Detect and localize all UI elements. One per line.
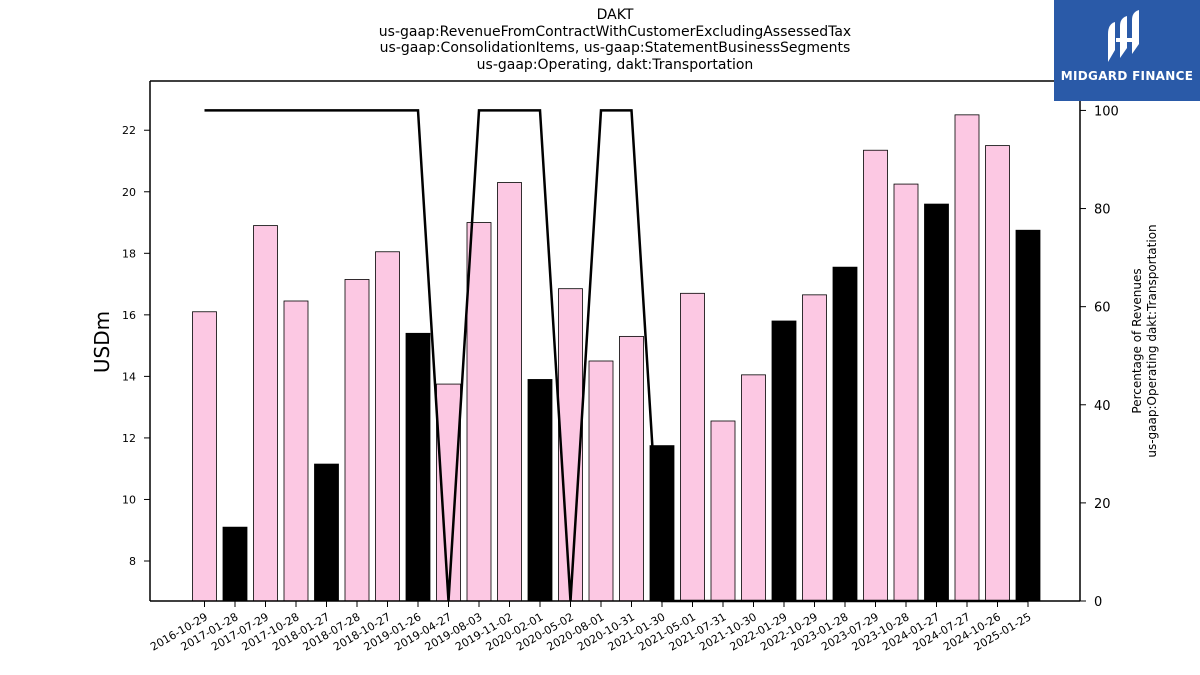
- y-tick-label: 14: [122, 370, 136, 383]
- y-axis-label: USDm: [90, 311, 114, 373]
- bar: [985, 145, 1010, 602]
- title-line-4: us-gaap:Operating, dakt:Transportation: [476, 56, 754, 73]
- y-tick-label: 22: [122, 124, 136, 137]
- y2-tick-label: 40: [1094, 399, 1111, 414]
- y-tick-label: 8: [129, 555, 136, 568]
- title-line-1: DAKT: [596, 7, 634, 23]
- y2-tick-label: 80: [1094, 203, 1111, 218]
- bar: [436, 383, 461, 602]
- midgard-logo-icon: [1108, 10, 1139, 62]
- bar: [924, 203, 949, 602]
- bar: [680, 292, 705, 602]
- y-tick-label: 20: [122, 186, 136, 199]
- bar: [558, 288, 583, 602]
- title-line-2: us-gaap:RevenueFromContractWithCustomerE…: [378, 23, 852, 40]
- y2-axis-label-line-1: Percentage of Revenues: [1130, 268, 1144, 413]
- bar: [405, 332, 431, 602]
- y2-tick-label: 0: [1094, 595, 1102, 610]
- bar: [832, 266, 858, 602]
- y2-tick-label: 100: [1094, 104, 1119, 119]
- y-tick-label: 12: [122, 432, 136, 445]
- logo-text: MIDGARD FINANCE: [1060, 69, 1194, 83]
- bar: [314, 463, 339, 602]
- bar: [1015, 229, 1041, 602]
- midgard-finance-logo: MIDGARD FINANCE: [1054, 0, 1200, 101]
- bar: [863, 149, 888, 602]
- bar: [710, 420, 736, 602]
- bar: [741, 374, 766, 602]
- y-tick-label: 18: [122, 247, 136, 260]
- bar: [253, 225, 278, 602]
- chart-title: DAKT us-gaap:RevenueFromContractWithCust…: [150, 7, 1080, 73]
- bar: [527, 379, 553, 602]
- bar: [192, 311, 217, 602]
- bar: [893, 183, 919, 602]
- bar: [771, 320, 797, 602]
- y2-axis-label-line-2: us-gaap:Operating dakt:Transportation: [1145, 224, 1159, 457]
- bar: [802, 294, 827, 602]
- bar: [222, 526, 248, 602]
- bar: [466, 222, 492, 602]
- y-tick-label: 16: [122, 309, 136, 322]
- bar: [954, 114, 980, 602]
- y-tick-label: 10: [122, 493, 136, 506]
- bar: [283, 300, 309, 602]
- bar: [497, 182, 522, 602]
- y2-tick-label: 20: [1094, 497, 1111, 512]
- bar: [375, 251, 400, 602]
- bar: [588, 360, 614, 602]
- y2-tick-label: 60: [1094, 301, 1111, 316]
- title-line-3: us-gaap:ConsolidationItems, us-gaap:Stat…: [379, 40, 851, 56]
- bar: [619, 335, 644, 602]
- bar: [344, 279, 370, 602]
